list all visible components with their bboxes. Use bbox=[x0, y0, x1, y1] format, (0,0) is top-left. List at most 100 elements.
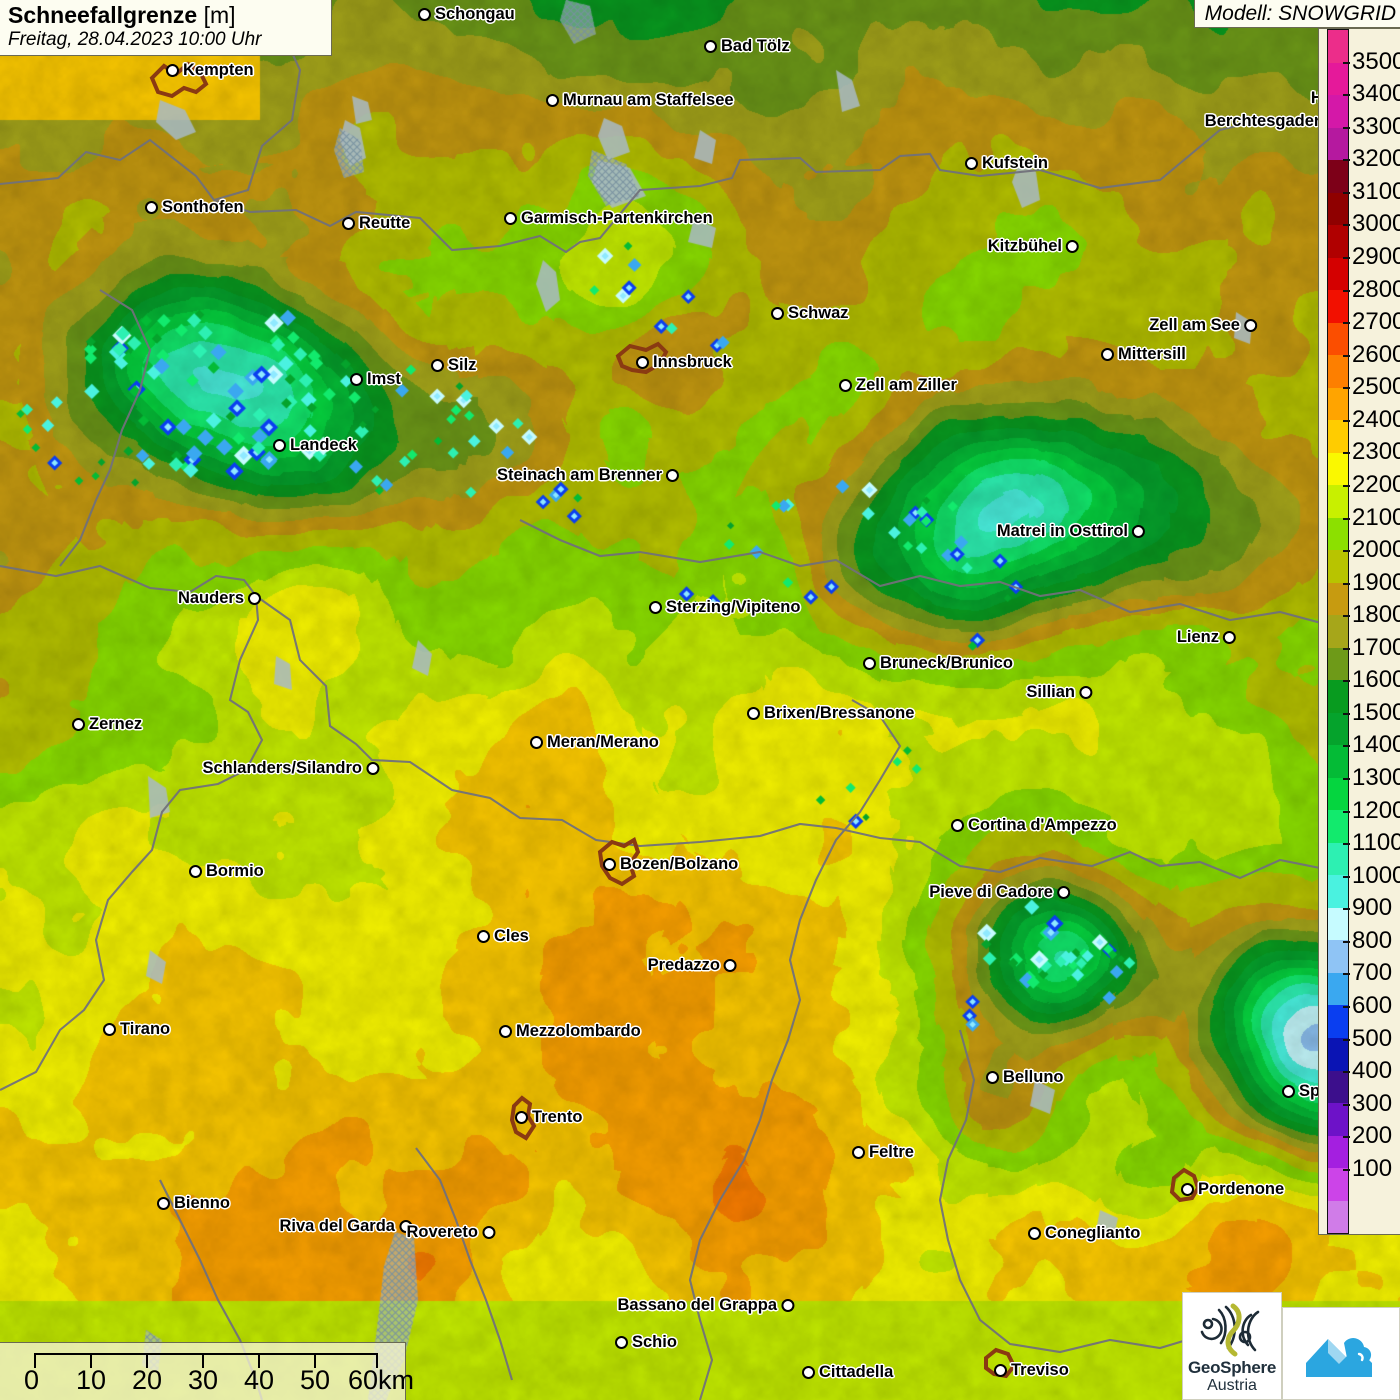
city-marker[interactable]: Feltre bbox=[852, 1144, 914, 1160]
city-dot-icon bbox=[802, 1365, 815, 1379]
legend-swatch bbox=[1327, 257, 1349, 291]
city-dot-icon bbox=[1079, 685, 1092, 699]
geosphere-austria-logo[interactable]: GeoSphere Austria bbox=[1182, 1292, 1282, 1400]
mountain-cloud-icon bbox=[1306, 1337, 1372, 1377]
city-marker[interactable]: Zell am Ziller bbox=[839, 377, 957, 393]
city-dot-icon bbox=[1132, 524, 1145, 538]
city-marker[interactable]: Lienz bbox=[1177, 629, 1236, 645]
legend-label: 3000 bbox=[1352, 210, 1400, 238]
city-label: Silz bbox=[448, 356, 477, 374]
city-marker[interactable]: Imst bbox=[350, 371, 401, 387]
city-dot-icon bbox=[666, 468, 679, 482]
city-marker[interactable]: Murnau am Staffelsee bbox=[546, 92, 734, 108]
city-dot-icon bbox=[103, 1022, 116, 1036]
city-marker[interactable]: Silz bbox=[431, 357, 476, 373]
city-marker[interactable]: Zell am See bbox=[1149, 317, 1257, 333]
city-marker[interactable]: Kempten bbox=[166, 62, 254, 78]
city-label: Cittadella bbox=[819, 1363, 894, 1381]
city-label: Pordenone bbox=[1198, 1180, 1285, 1198]
legend-tick bbox=[1343, 712, 1350, 715]
city-label: Kempten bbox=[183, 61, 254, 79]
city-marker[interactable]: Bruneck/Brunico bbox=[863, 655, 1013, 671]
city-marker[interactable]: Cles bbox=[477, 928, 529, 944]
city-marker[interactable]: Kitzbühel bbox=[988, 238, 1079, 254]
city-marker[interactable]: Pordenone bbox=[1181, 1181, 1284, 1197]
avalanche-warning-logo[interactable] bbox=[1282, 1307, 1400, 1400]
city-marker[interactable]: Bozen/Bolzano bbox=[603, 856, 738, 872]
city-marker[interactable]: Schongau bbox=[418, 6, 515, 22]
city-marker[interactable]: Landeck bbox=[273, 437, 357, 453]
city-dot-icon bbox=[515, 1110, 528, 1124]
city-label: Imst bbox=[367, 370, 401, 388]
city-marker[interactable]: Kufstein bbox=[965, 155, 1048, 171]
city-marker[interactable]: Cittadella bbox=[802, 1364, 893, 1380]
city-marker[interactable]: Bienno bbox=[157, 1195, 230, 1211]
legend-swatch bbox=[1327, 485, 1349, 518]
city-marker[interactable]: Pieve di Cadore bbox=[929, 884, 1070, 900]
city-label: Nauders bbox=[177, 589, 244, 607]
city-label: Feltre bbox=[869, 1143, 914, 1161]
city-marker[interactable]: Sonthofen bbox=[145, 199, 244, 215]
legend-tick bbox=[1343, 419, 1350, 422]
color-scale-legend[interactable]: 3500 3400 3300 3200 3100 3000 2900 2800 2700 2600… bbox=[1318, 28, 1400, 1235]
city-dot-icon bbox=[863, 656, 876, 670]
city-marker[interactable]: Bormio bbox=[189, 863, 264, 879]
city-marker[interactable]: Cortina d'Ampezzo bbox=[951, 817, 1117, 833]
city-dot-icon bbox=[986, 1070, 999, 1084]
city-marker[interactable]: Belluno bbox=[986, 1069, 1064, 1085]
legend-label: 1900 bbox=[1352, 568, 1400, 596]
city-label: Bruneck/Brunico bbox=[880, 654, 1013, 672]
city-marker[interactable]: Schio bbox=[615, 1334, 677, 1350]
city-marker[interactable]: Riva del Garda bbox=[279, 1218, 412, 1234]
city-marker[interactable]: Reutte bbox=[342, 215, 410, 231]
city-dot-icon bbox=[504, 211, 517, 225]
legend-label: 2100 bbox=[1352, 503, 1400, 531]
city-marker[interactable]: Brixen/Bressanone bbox=[747, 705, 914, 721]
city-marker[interactable]: Bad Tölz bbox=[704, 38, 790, 54]
legend-swatch bbox=[1327, 1103, 1349, 1136]
scale-tick-label: 10 bbox=[76, 1365, 107, 1395]
city-marker[interactable]: Mezzolombardo bbox=[499, 1023, 641, 1039]
city-marker[interactable]: Garmisch-Partenkirchen bbox=[504, 210, 713, 226]
legend-label: 100 bbox=[1352, 1154, 1393, 1182]
city-marker[interactable]: Zernez bbox=[72, 716, 142, 732]
city-dot-icon bbox=[145, 200, 158, 214]
city-dot-icon bbox=[1028, 1226, 1041, 1240]
city-marker[interactable]: Sillian bbox=[1026, 684, 1092, 700]
city-marker[interactable]: Innsbruck bbox=[636, 354, 732, 370]
city-label: Mezzolombardo bbox=[516, 1022, 641, 1040]
city-marker[interactable]: Coneglianto bbox=[1028, 1225, 1140, 1241]
city-marker[interactable]: Nauders bbox=[178, 590, 261, 606]
legend-tick bbox=[1343, 126, 1350, 129]
city-dot-icon bbox=[704, 39, 717, 53]
legend-swatch bbox=[1327, 1037, 1349, 1071]
city-marker[interactable]: Mittersill bbox=[1101, 346, 1186, 362]
city-dot-icon bbox=[431, 358, 444, 372]
legend-label: 2600 bbox=[1352, 340, 1400, 368]
city-marker[interactable]: Steinach am Brenner bbox=[497, 467, 679, 483]
city-marker[interactable]: Predazzo bbox=[648, 957, 737, 973]
city-marker[interactable]: Bassano del Grappa bbox=[617, 1297, 794, 1313]
legend-tick bbox=[1343, 94, 1350, 97]
city-dot-icon bbox=[1223, 630, 1236, 644]
city-marker[interactable]: Schlanders/Silandro bbox=[202, 760, 379, 776]
city-marker[interactable]: Meran/Merano bbox=[530, 734, 659, 750]
city-label: Predazzo bbox=[647, 956, 720, 974]
city-label: Brixen/Bressanone bbox=[764, 704, 915, 722]
city-marker[interactable]: Sterzing/Vipiteno bbox=[649, 599, 800, 615]
legend-label: 900 bbox=[1352, 894, 1393, 922]
city-marker[interactable]: Trento bbox=[515, 1109, 582, 1125]
city-marker[interactable]: Matrei in Osttirol bbox=[997, 523, 1145, 539]
legend-swatch bbox=[1327, 387, 1349, 421]
city-marker[interactable]: Treviso bbox=[994, 1362, 1069, 1378]
city-marker[interactable]: Tirano bbox=[103, 1021, 170, 1037]
city-dot-icon bbox=[546, 93, 559, 107]
city-label: Reutte bbox=[359, 214, 411, 232]
legend-tick bbox=[1343, 843, 1350, 846]
city-marker[interactable]: Schwaz bbox=[771, 305, 849, 321]
city-dot-icon bbox=[248, 591, 261, 605]
city-dot-icon bbox=[72, 717, 85, 731]
city-marker[interactable]: Rovereto bbox=[406, 1224, 495, 1240]
